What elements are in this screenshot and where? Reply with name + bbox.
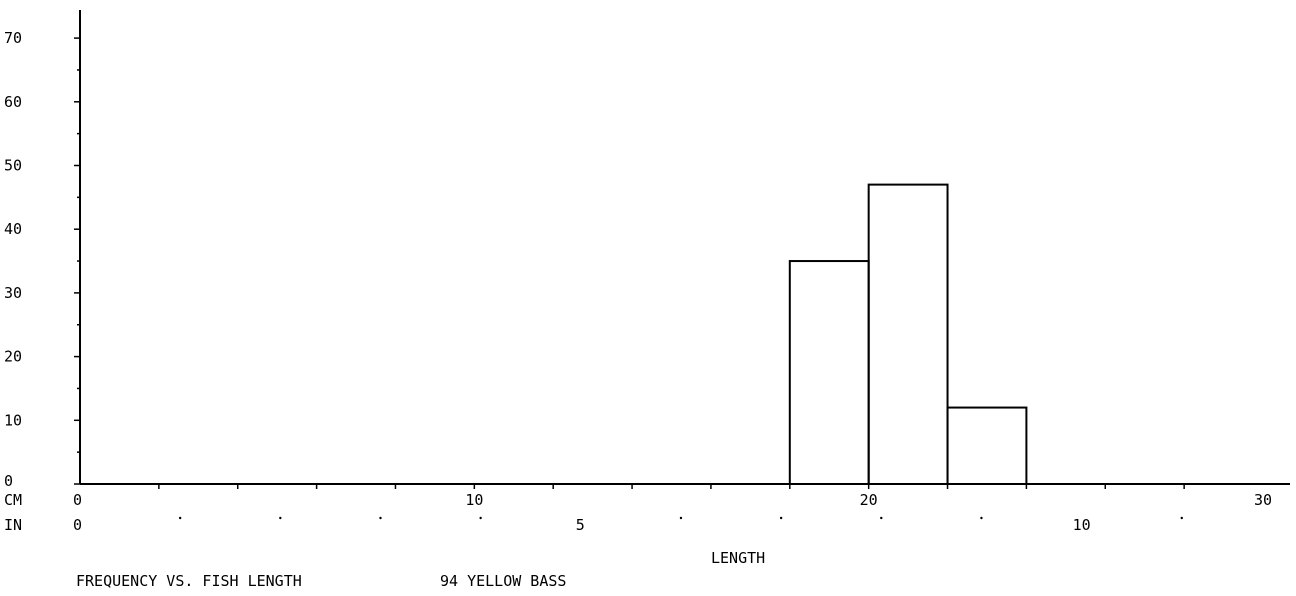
histogram-bar	[788, 260, 870, 485]
y-tick-label: 70	[4, 29, 22, 47]
x-axis-label: LENGTH	[711, 549, 765, 567]
x-in-tick	[679, 516, 683, 520]
chart-title: FREQUENCY VS. FISH LENGTH	[76, 572, 302, 590]
chart-subtitle: 94 YELLOW BASS	[440, 572, 566, 590]
x-in-tick	[980, 516, 983, 520]
histogram-bars	[788, 183, 1028, 486]
x-axis: 0 10 20 30 0 5 10	[73, 483, 1290, 534]
x-in-tick	[779, 516, 783, 520]
histogram-bar	[946, 406, 1028, 485]
y-axis: 0 10 20 30 40 50 60 70	[4, 10, 81, 490]
x-in-tick-label: 10	[1073, 516, 1091, 534]
x-in-tick-label: 5	[576, 516, 585, 534]
y-tick-label: 20	[4, 348, 22, 366]
y-tick-label: 30	[4, 284, 22, 302]
y-tick-label: 40	[4, 220, 22, 238]
x-in-tick	[379, 516, 382, 520]
x-in-tick	[1180, 516, 1183, 520]
x-cm-tick-label: 0	[73, 491, 82, 509]
x-in-tick	[279, 516, 282, 520]
y-tick-label: 10	[4, 411, 22, 429]
x-in-tick	[178, 516, 182, 520]
x-in-tick	[880, 516, 883, 520]
y-tick-label: 50	[4, 157, 22, 175]
x-in-tick	[479, 516, 482, 520]
x-cm-tick-label: 10	[465, 491, 483, 509]
x-unit-in-label: IN	[4, 516, 22, 534]
x-in-tick-label: 0	[73, 516, 82, 534]
x-cm-tick-label: 20	[860, 491, 878, 509]
histogram-bar	[867, 183, 949, 486]
y-tick-label: 60	[4, 93, 22, 111]
x-unit-cm-label: CM	[4, 491, 22, 509]
x-cm-tick-label: 30	[1254, 491, 1272, 509]
y-tick-label: 0	[4, 472, 13, 490]
